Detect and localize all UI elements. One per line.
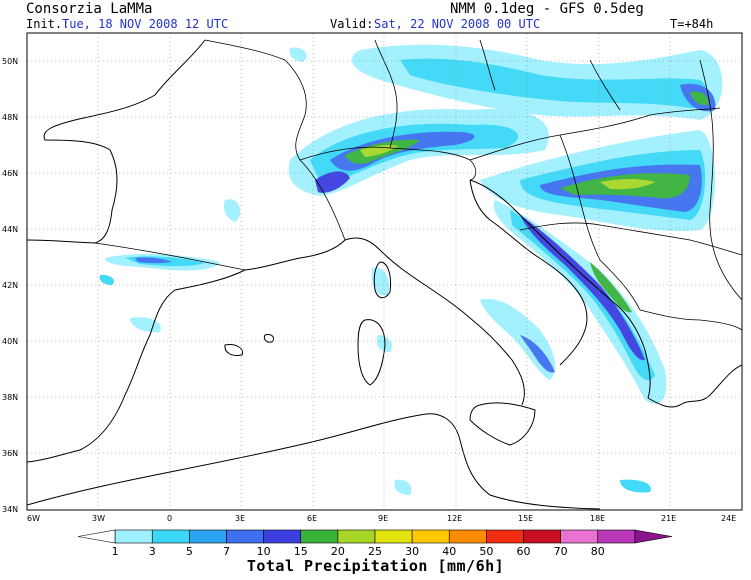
colorbar-swatch [374, 529, 413, 544]
lon-label: 0 [167, 514, 172, 523]
model-title: NMM 0.1deg - GFS 0.5deg [450, 1, 644, 17]
colorbar-swatch [77, 529, 116, 544]
colorbar-tick-label: 60 [517, 545, 531, 558]
init-value: Tue, 18 NOV 2008 12 UTC [62, 17, 229, 31]
colorbar-swatch [263, 529, 302, 544]
lon-label: 21E [661, 514, 676, 523]
lon-label: 24E [721, 514, 736, 523]
colorbar-swatch [448, 529, 487, 544]
colorbar-title: Total Precipitation [mm/6h] [246, 557, 505, 575]
colorbar-tick-label: 7 [223, 545, 230, 558]
lat-label: 36N [2, 449, 18, 458]
colorbar-swatch [300, 529, 339, 544]
lat-label: 34N [2, 505, 18, 514]
lat-label: 50N [2, 57, 18, 66]
longitude-labels: 6W 3W 0 3E 6E 9E 12E 15E 18E 21E 24E [27, 514, 736, 523]
colorbar-swatch [634, 529, 673, 544]
colorbar-swatch [226, 529, 264, 544]
latitude-labels: 50N 48N 46N 44N 42N 40N 38N 36N 34N [2, 57, 18, 514]
colorbar-swatch [523, 529, 561, 544]
colorbar-swatch [560, 529, 599, 544]
lat-label: 40N [2, 337, 18, 346]
colorbar-tick-label: 1 [112, 545, 119, 558]
political-borders [94, 39, 742, 331]
valid-value: Sat, 22 NOV 2008 00 UTC [374, 17, 541, 31]
coastlines [27, 39, 742, 510]
colorbar-tick-label: 80 [591, 545, 605, 558]
lon-label: 12E [447, 514, 462, 523]
colorbar-tick-label: 5 [186, 545, 193, 558]
init-label: Init.: [26, 17, 70, 31]
lon-label: 18E [590, 514, 605, 523]
colorbar-tick-label: 15 [294, 545, 308, 558]
colorbar-tick-label: 3 [149, 545, 156, 558]
colorbar-swatch [411, 529, 450, 544]
lon-label: 3W [92, 514, 105, 523]
colorbar-tick-label: 25 [368, 545, 382, 558]
lat-label: 42N [2, 281, 18, 290]
lon-label: 6W [27, 514, 40, 523]
colorbar-tick-label: 50 [479, 545, 493, 558]
colorbar-tick-label: 20 [331, 545, 345, 558]
map-frame [26, 32, 743, 511]
colorbar-tick-label: 10 [257, 545, 271, 558]
lon-label: 15E [518, 514, 533, 523]
colorbar: 1 3 5 7 10 15 20 25 30 40 50 60 70 80 [77, 529, 673, 558]
lat-label: 38N [2, 393, 18, 402]
colorbar-swatch [151, 529, 190, 544]
lat-label: 46N [2, 169, 18, 178]
colorbar-tick-label: 70 [554, 545, 568, 558]
lon-label: 6E [307, 514, 317, 523]
producer-title: Consorzia LaMMa [26, 1, 153, 17]
colorbar-tick-label: 40 [442, 545, 456, 558]
lat-label: 44N [2, 225, 18, 234]
colorbar-swatch [597, 529, 636, 544]
valid-label: Valid: [330, 17, 374, 31]
lead-time: T=+84h [670, 17, 714, 31]
colorbar-swatch [114, 529, 153, 544]
colorbar-swatch [486, 529, 524, 544]
colorbar-tick-label: 30 [405, 545, 419, 558]
lat-label: 48N [2, 113, 18, 122]
colorbar-swatch [337, 529, 376, 544]
precip-field [99, 44, 723, 495]
colorbar-swatch [189, 529, 227, 544]
lon-label: 3E [235, 514, 245, 523]
lon-label: 9E [378, 514, 388, 523]
